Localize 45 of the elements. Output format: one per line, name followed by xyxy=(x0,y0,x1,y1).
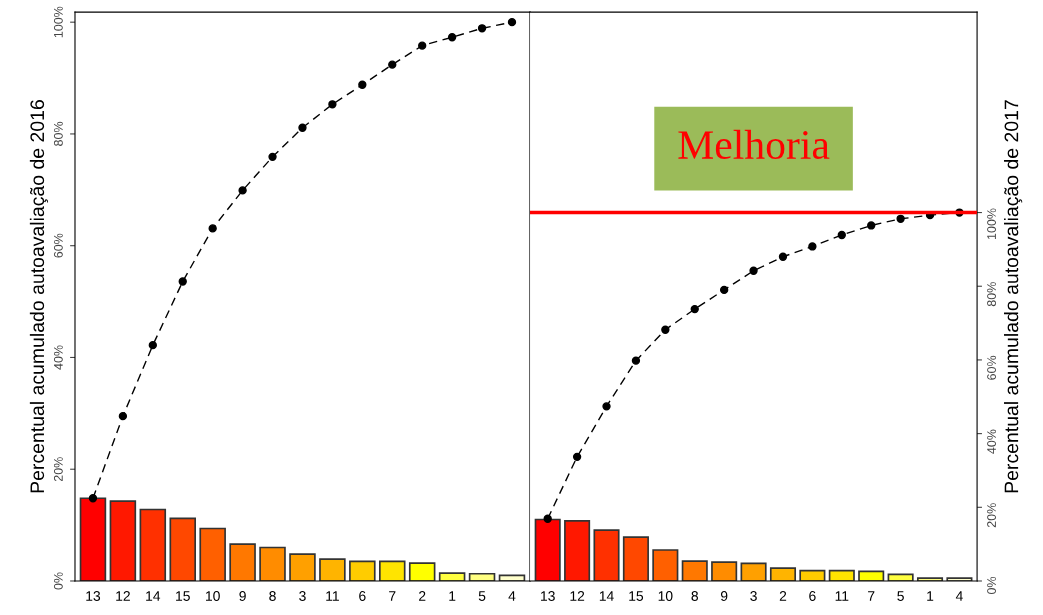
y-axis-title: Percentual acumulado autoavaliação de 2017 xyxy=(1004,100,1023,493)
y-tick-label: 0% xyxy=(53,572,63,590)
x-tick-label: 9 xyxy=(720,591,728,601)
x-tick-label: 12 xyxy=(116,591,130,601)
x-tick-label: 8 xyxy=(691,591,699,601)
x-tick-label: 5 xyxy=(897,591,904,601)
annotation: Melhoria xyxy=(678,129,830,160)
y-tick-label: 100% xyxy=(987,208,996,240)
x-tick-label: 9 xyxy=(239,591,246,601)
x-tick-label: 14 xyxy=(146,591,161,601)
x-tick-label: 4 xyxy=(955,591,963,601)
x-tick-label: 10 xyxy=(206,591,220,601)
y-tick-label: 40% xyxy=(987,429,996,454)
x-tick-label: 13 xyxy=(86,591,101,601)
x-tick-label: 2 xyxy=(419,591,426,601)
x-tick-label: 13 xyxy=(541,591,555,601)
x-tick-label: 1 xyxy=(927,591,934,601)
x-tick-label: 6 xyxy=(809,591,816,601)
y-tick-label: 80% xyxy=(53,121,63,146)
x-tick-label: 4 xyxy=(508,591,516,601)
x-tick-label: 8 xyxy=(269,591,276,601)
x-tick-label: 1 xyxy=(449,591,456,601)
y-tick-label: 60% xyxy=(987,355,996,380)
y-tick-label: 0% xyxy=(987,576,996,595)
y-axis-title: Percentual acumulado autoavaliação de 2016 xyxy=(29,100,49,493)
y-tick-label: 60% xyxy=(53,233,63,258)
x-tick-label: 11 xyxy=(835,591,849,601)
y-tick-label: 80% xyxy=(987,282,996,307)
x-tick-label: 15 xyxy=(629,591,644,601)
y-tick-label: 20% xyxy=(987,503,996,528)
x-tick-label: 2 xyxy=(779,591,787,601)
x-tick-label: 15 xyxy=(176,591,190,601)
x-tick-label: 3 xyxy=(299,591,306,601)
x-tick-label: 10 xyxy=(658,591,673,601)
x-tick-label: 14 xyxy=(599,591,614,601)
x-tick-label: 7 xyxy=(868,591,875,601)
y-tick-label: 40% xyxy=(53,345,63,370)
x-tick-label: 6 xyxy=(359,591,366,601)
x-tick-label: 11 xyxy=(326,591,339,601)
x-tick-label: 5 xyxy=(478,591,486,601)
y-tick-label: 100% xyxy=(53,6,63,38)
x-tick-label: 12 xyxy=(570,591,585,601)
x-tick-label: 7 xyxy=(389,591,396,601)
x-tick-label: 3 xyxy=(750,591,757,601)
y-tick-label: 20% xyxy=(53,457,63,482)
